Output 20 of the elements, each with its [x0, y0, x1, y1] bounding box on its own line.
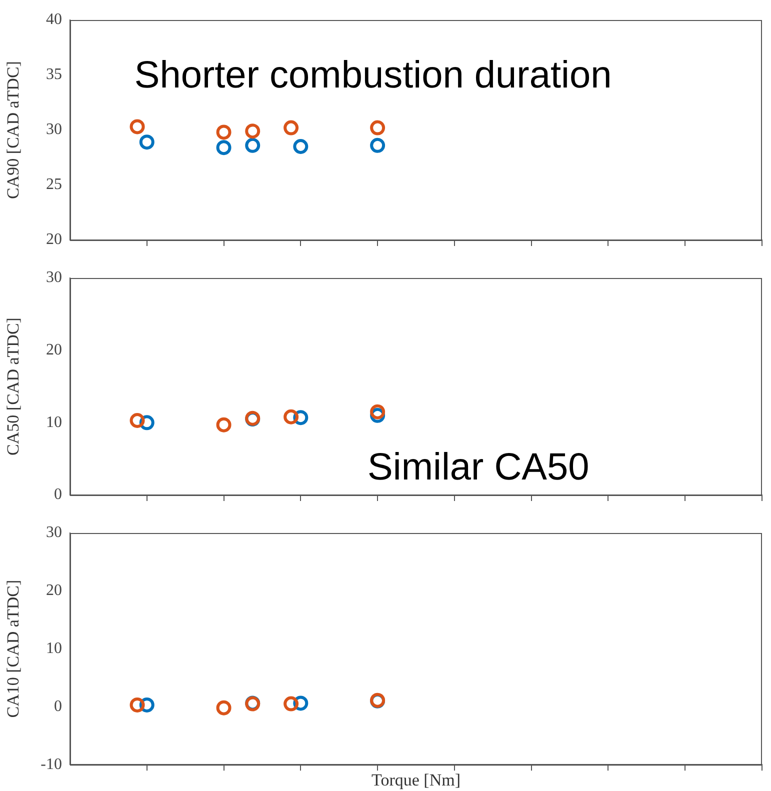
annotation: Similar CA50	[368, 446, 590, 488]
y-tick-label: -10	[40, 756, 62, 773]
y-tick-label: 10	[46, 640, 62, 658]
y-tick-label: 20	[46, 342, 62, 359]
y-axis-title: CA10 [CAD aTDC]	[4, 580, 23, 718]
y-tick-label: 30	[46, 121, 62, 138]
y-axis-title: CA50 [CAD aTDC]	[4, 318, 23, 456]
y-tick-label: 35	[46, 66, 62, 84]
annotation: Shorter combustion duration	[134, 54, 612, 97]
y-tick-label: 0	[54, 486, 62, 504]
y-axis-title: CA90 [CAD aTDC]	[4, 61, 23, 199]
x-axis-title: Torque [Nm]	[372, 770, 460, 790]
y-tick-label: 30	[46, 269, 62, 286]
y-tick-label: 0	[54, 698, 62, 715]
y-tick-label: 30	[46, 524, 62, 542]
y-tick-label: 40	[46, 11, 62, 28]
y-tick-label: 20	[46, 231, 62, 248]
y-tick-label: 25	[46, 176, 62, 194]
y-tick-label: 20	[46, 582, 62, 600]
y-tick-label: 10	[46, 414, 62, 431]
